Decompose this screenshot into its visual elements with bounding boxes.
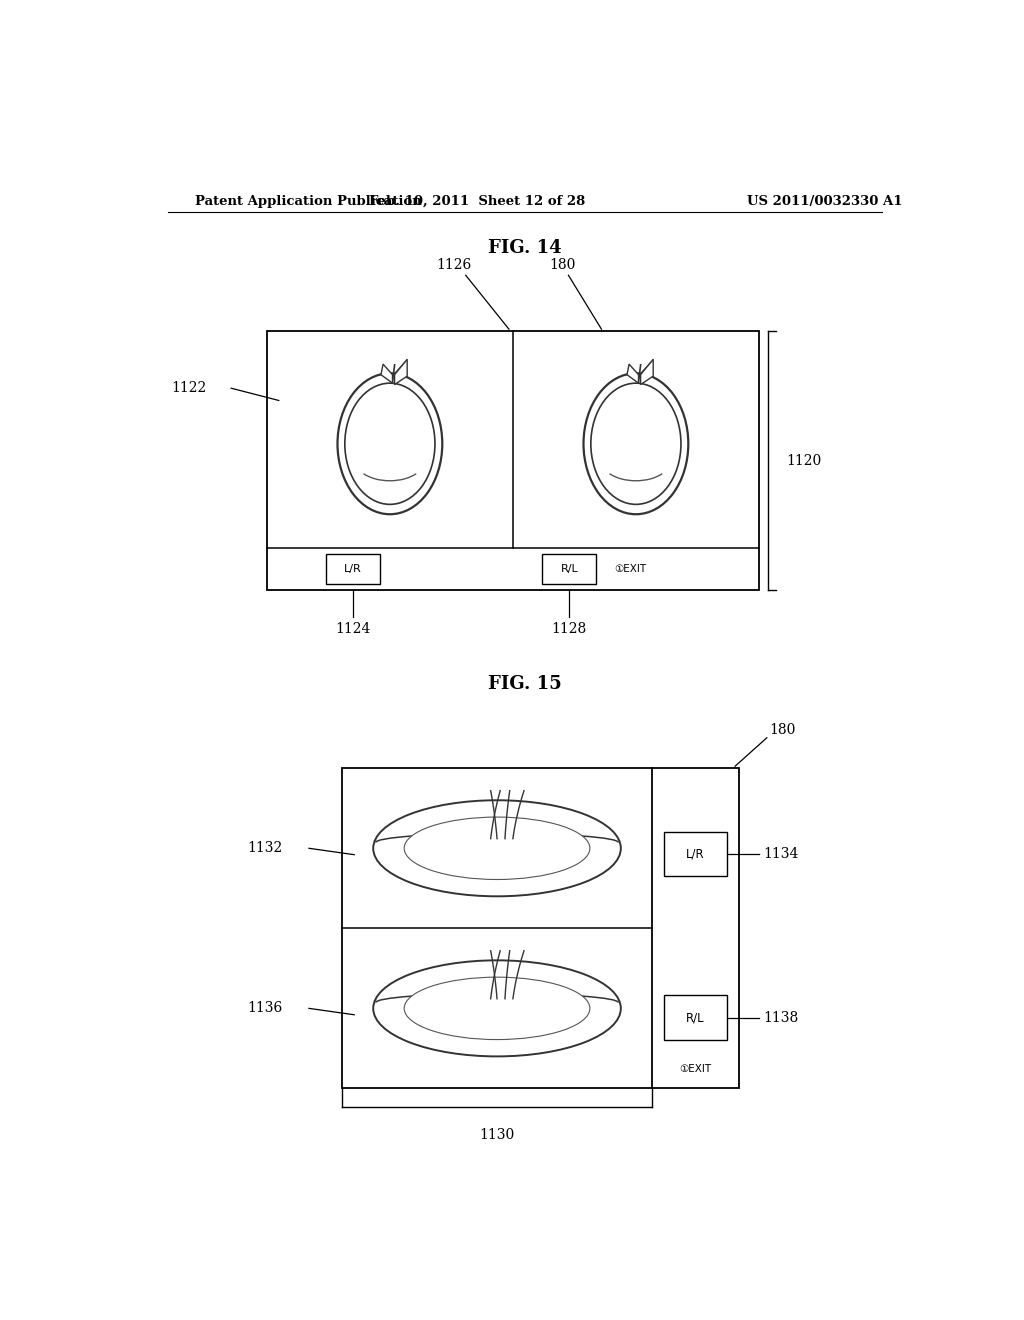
Text: ①EXIT: ①EXIT: [613, 564, 646, 574]
Text: 180: 180: [549, 259, 575, 272]
Text: L/R: L/R: [344, 564, 361, 574]
Text: 1126: 1126: [436, 259, 471, 272]
Text: 1128: 1128: [552, 622, 587, 636]
Text: 1134: 1134: [763, 847, 799, 861]
Polygon shape: [381, 364, 392, 383]
Polygon shape: [641, 359, 653, 384]
FancyBboxPatch shape: [543, 554, 596, 583]
Polygon shape: [627, 364, 639, 383]
Ellipse shape: [584, 374, 688, 515]
Text: ①EXIT: ①EXIT: [679, 1064, 712, 1074]
Text: 1138: 1138: [763, 1011, 798, 1024]
Ellipse shape: [373, 800, 621, 896]
FancyBboxPatch shape: [326, 554, 380, 583]
Ellipse shape: [404, 977, 590, 1040]
Text: 1136: 1136: [247, 1002, 283, 1015]
Text: R/L: R/L: [686, 1011, 705, 1024]
Ellipse shape: [373, 961, 621, 1056]
Ellipse shape: [591, 383, 681, 504]
Text: US 2011/0032330 A1: US 2011/0032330 A1: [748, 194, 902, 207]
Text: R/L: R/L: [560, 564, 579, 574]
Text: 1124: 1124: [335, 622, 371, 636]
Text: 1132: 1132: [247, 841, 283, 855]
Bar: [268, 333, 511, 545]
Text: Patent Application Publication: Patent Application Publication: [196, 194, 422, 207]
Ellipse shape: [404, 817, 590, 879]
Bar: [344, 931, 650, 1086]
FancyBboxPatch shape: [664, 995, 727, 1040]
Ellipse shape: [338, 374, 442, 515]
Text: 1120: 1120: [785, 454, 821, 467]
Text: 1130: 1130: [479, 1129, 515, 1142]
Bar: [267, 331, 759, 590]
Text: FIG. 15: FIG. 15: [487, 675, 562, 693]
Polygon shape: [394, 359, 408, 384]
Bar: [514, 333, 758, 545]
Text: 1122: 1122: [172, 381, 207, 395]
Text: 180: 180: [769, 722, 796, 737]
Text: Feb. 10, 2011  Sheet 12 of 28: Feb. 10, 2011 Sheet 12 of 28: [369, 194, 586, 207]
Text: FIG. 14: FIG. 14: [488, 239, 561, 257]
Bar: [344, 771, 650, 927]
Ellipse shape: [345, 383, 435, 504]
FancyBboxPatch shape: [664, 832, 727, 876]
Bar: [342, 768, 739, 1089]
Text: L/R: L/R: [686, 847, 705, 861]
